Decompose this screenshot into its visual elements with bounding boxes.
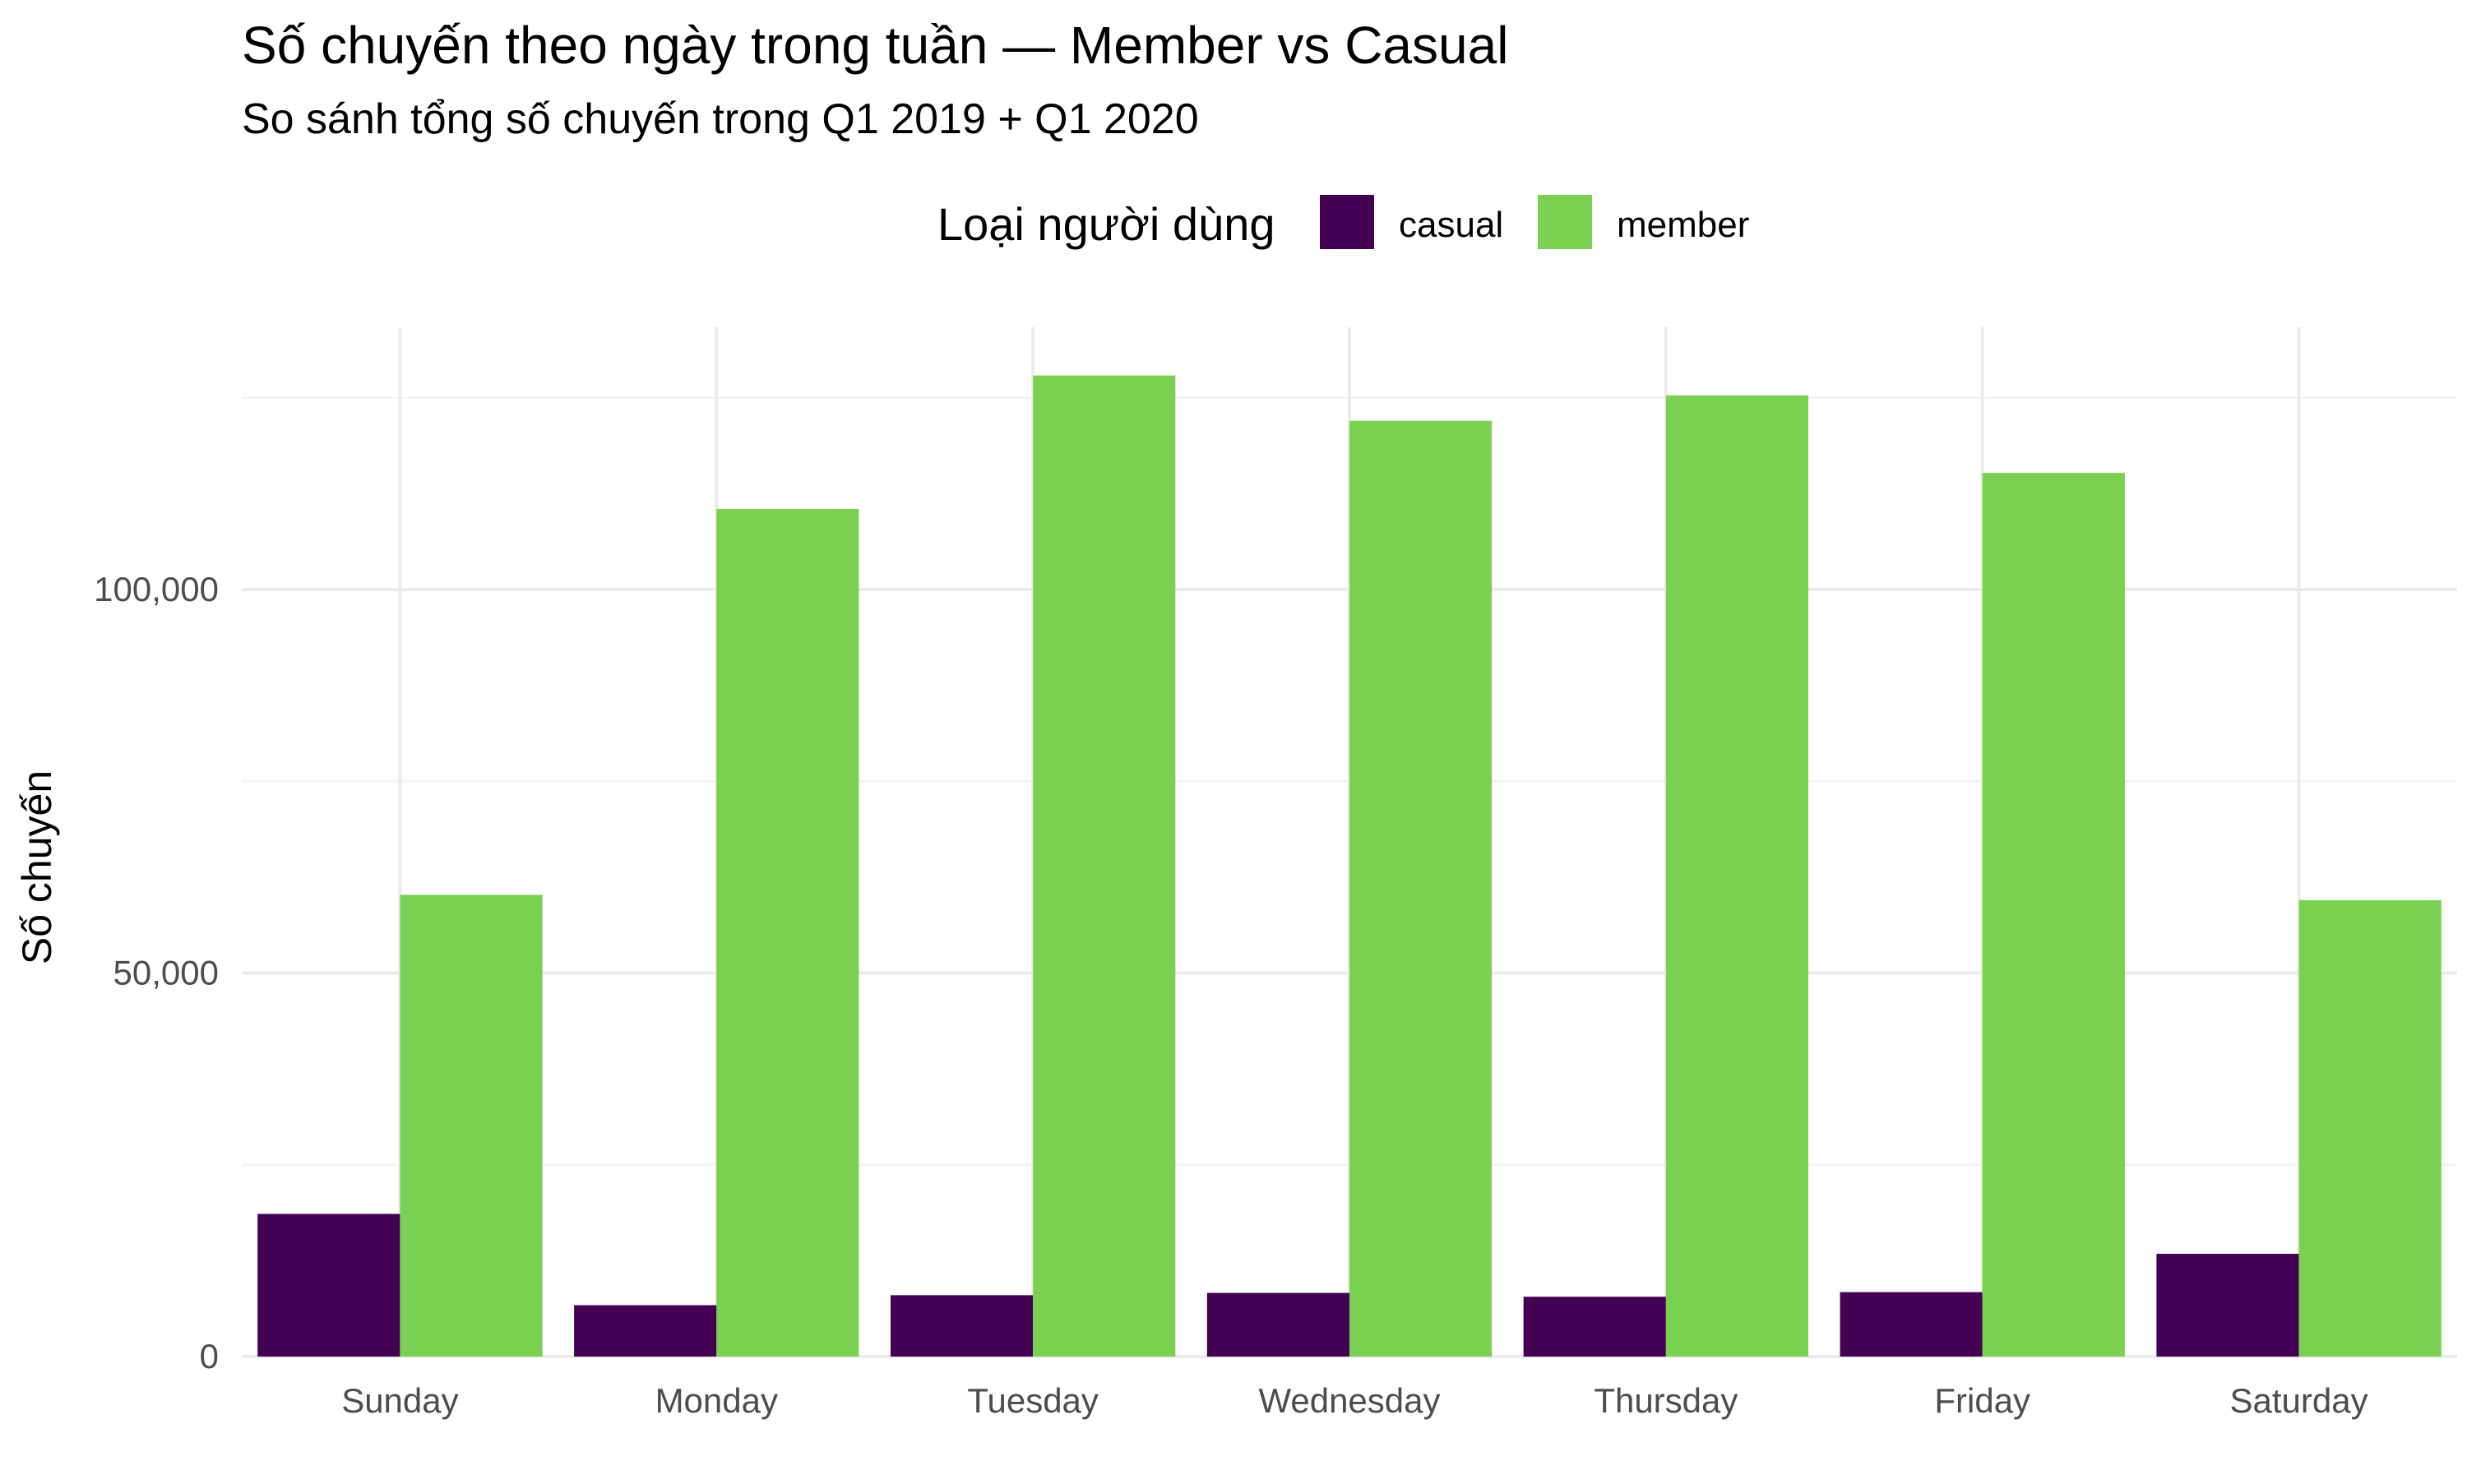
y-tick-label: 50,000 xyxy=(113,954,219,992)
x-axis-ticks: Sunday Monday Tuesday Wednesday Thursday Frid… xyxy=(341,1381,2367,1420)
bar-member-thursday xyxy=(1665,395,1809,1357)
bar-member-wednesday xyxy=(1349,420,1493,1357)
bar-member-monday xyxy=(716,509,859,1357)
bar-casual-thursday xyxy=(1523,1297,1666,1357)
bar-casual-wednesday xyxy=(1206,1292,1349,1357)
x-tick-label: Friday xyxy=(1934,1381,2030,1420)
x-tick-label: Wednesday xyxy=(1258,1381,1440,1420)
x-tick-label: Tuesday xyxy=(967,1381,1099,1420)
legend-key-member xyxy=(1538,195,1592,249)
legend-label-casual: casual xyxy=(1399,205,1503,245)
legend: Loại người dùng casual member xyxy=(937,195,1749,250)
x-tick-label: Thursday xyxy=(1594,1381,1738,1420)
bar-member-tuesday xyxy=(1033,375,1176,1357)
y-axis-ticks: 0 50,000 100,000 xyxy=(94,570,219,1375)
bar-member-sunday xyxy=(400,895,543,1357)
chart-subtitle: So sánh tổng số chuyến trong Q1 2019 + Q… xyxy=(242,95,1199,143)
bar-casual-tuesday xyxy=(890,1295,1034,1357)
legend-title: Loại người dùng xyxy=(937,198,1275,250)
bar-member-saturday xyxy=(2298,899,2442,1357)
legend-label-member: member xyxy=(1617,205,1749,245)
legend-key-casual xyxy=(1320,195,1374,249)
y-axis-title: Số chuyến xyxy=(14,770,60,964)
bar-casual-monday xyxy=(574,1305,717,1357)
chart-title: Số chuyến theo ngày trong tuần — Member … xyxy=(242,16,1508,75)
bar-casual-friday xyxy=(1840,1292,1983,1357)
bar-casual-sunday xyxy=(257,1214,400,1357)
bar-casual-saturday xyxy=(2156,1253,2299,1357)
x-tick-label: Saturday xyxy=(2230,1381,2368,1420)
bars xyxy=(257,375,2442,1357)
y-tick-label: 0 xyxy=(200,1337,219,1375)
x-tick-label: Monday xyxy=(655,1381,778,1420)
bar-member-friday xyxy=(1982,473,2125,1357)
y-tick-label: 100,000 xyxy=(94,570,219,608)
x-tick-label: Sunday xyxy=(341,1381,458,1420)
